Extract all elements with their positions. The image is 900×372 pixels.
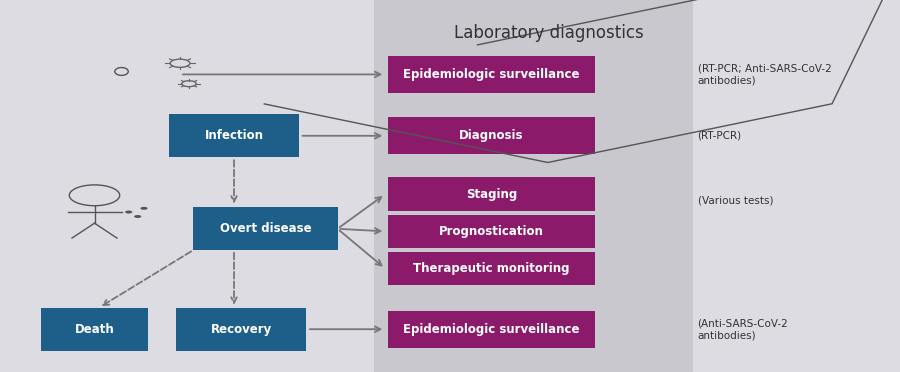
Circle shape	[134, 215, 141, 218]
FancyBboxPatch shape	[194, 207, 338, 250]
Text: (Anti-SARS-CoV-2
antibodies): (Anti-SARS-CoV-2 antibodies)	[698, 318, 788, 340]
Bar	[374, 0, 693, 372]
Circle shape	[140, 207, 148, 210]
FancyBboxPatch shape	[169, 114, 299, 157]
Text: Epidemiologic surveillance: Epidemiologic surveillance	[403, 323, 580, 336]
Text: (Various tests): (Various tests)	[698, 196, 773, 206]
FancyBboxPatch shape	[388, 311, 595, 348]
Text: Recovery: Recovery	[211, 323, 272, 336]
Text: Overt disease: Overt disease	[220, 222, 311, 235]
FancyBboxPatch shape	[388, 252, 595, 285]
Text: Diagnosis: Diagnosis	[459, 129, 524, 142]
Text: (RT-PCR; Anti-SARS-CoV-2
antibodies): (RT-PCR; Anti-SARS-CoV-2 antibodies)	[698, 64, 832, 85]
FancyBboxPatch shape	[388, 56, 595, 93]
Text: Infection: Infection	[204, 129, 264, 142]
Circle shape	[125, 211, 132, 214]
FancyBboxPatch shape	[388, 215, 595, 248]
FancyBboxPatch shape	[388, 117, 595, 154]
Text: Epidemiologic surveillance: Epidemiologic surveillance	[403, 68, 580, 81]
FancyBboxPatch shape	[40, 308, 148, 350]
Text: Therapeutic monitoring: Therapeutic monitoring	[413, 262, 570, 275]
Text: Prognostication: Prognostication	[439, 225, 544, 238]
FancyBboxPatch shape	[388, 177, 595, 211]
Text: Staging: Staging	[466, 188, 517, 201]
FancyBboxPatch shape	[176, 308, 306, 350]
Text: Laboratory diagnostics: Laboratory diagnostics	[454, 25, 644, 42]
Text: Death: Death	[75, 323, 114, 336]
Text: (RT-PCR): (RT-PCR)	[698, 131, 742, 141]
